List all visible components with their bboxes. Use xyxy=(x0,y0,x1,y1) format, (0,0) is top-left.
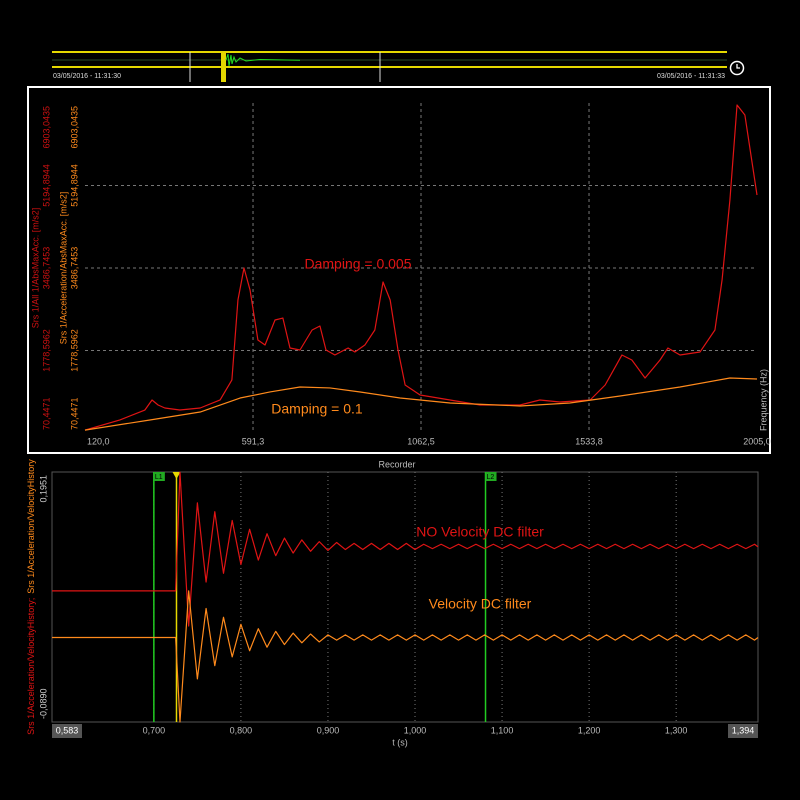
clock-icon[interactable] xyxy=(729,60,745,76)
x-tick-label: 0,700 xyxy=(143,725,166,735)
x-edge-box xyxy=(728,724,758,738)
overview-start: 03/05/2016 - 11:31:30 xyxy=(53,73,121,80)
srs-frame xyxy=(27,86,771,454)
cursor-label: L2 xyxy=(487,474,495,481)
overview-marker xyxy=(221,52,226,82)
annotation: Damping = 0.005 xyxy=(304,256,411,272)
y-tick-label: 3486,7453 xyxy=(69,247,79,290)
x-tick-label: 1,200 xyxy=(578,725,601,735)
y-tick-label: 70,4471 xyxy=(41,397,51,430)
cursor-tag xyxy=(153,472,165,481)
x-tick-label: 1,394 xyxy=(732,725,755,735)
x-tick-label: 591,3 xyxy=(242,436,265,446)
series-line xyxy=(52,471,759,627)
x-tick-label: 1533,8 xyxy=(575,436,603,446)
x-tick-label: 120,0 xyxy=(87,436,110,446)
annotation: NO Velocity DC filter xyxy=(416,524,544,540)
x-tick-label: 1,300 xyxy=(665,725,688,735)
overview-end: 03/05/2016 - 11:31:33 xyxy=(657,73,725,80)
y-tick-label: 3486,7453 xyxy=(41,247,51,290)
x-axis-title: t (s) xyxy=(392,737,408,747)
x-tick-label: 0,900 xyxy=(317,725,340,735)
cursor-tag xyxy=(485,472,497,481)
overview-burst xyxy=(225,53,301,67)
y-tick-label: 0,1951 xyxy=(38,475,48,503)
annotation: Velocity DC filter xyxy=(429,596,532,612)
chart-title: Recorder xyxy=(378,459,415,469)
y-tick-label: 6903,0435 xyxy=(41,106,51,149)
x-edge-box xyxy=(52,724,82,738)
y-tick-label: 5194,8944 xyxy=(41,164,51,207)
x-tick-label: 1062,5 xyxy=(407,436,435,446)
y-tick-label: 1778,5962 xyxy=(69,329,79,372)
cursor-label: L1 xyxy=(155,474,163,481)
x-tick-label: 0,583 xyxy=(56,725,79,735)
y-tick-label: -0,0890 xyxy=(38,688,48,719)
recorder-frame xyxy=(51,471,759,723)
y-tick-label: 1778,5962 xyxy=(41,329,51,372)
y-tick-label: 70,4471 xyxy=(69,397,79,430)
series-line xyxy=(52,590,759,723)
series-line xyxy=(84,377,758,431)
annotation: Damping = 0.1 xyxy=(271,401,363,417)
trigger-marker xyxy=(172,472,181,479)
clock-hands xyxy=(736,64,740,69)
x-axis-title: Frequency (Hz) xyxy=(758,369,768,431)
x-tick-label: 1,000 xyxy=(404,725,427,735)
y-tick-label: 5194,8944 xyxy=(69,164,79,207)
series-line xyxy=(84,104,758,431)
y-axis-title: Srs 1/Acceleration/VelocityHistory; Srs 1… xyxy=(26,459,36,735)
y-axis-title-part: Srs 1/Acceleration/VelocityHistory xyxy=(26,459,36,594)
x-tick-label: 0,800 xyxy=(230,725,253,735)
x-tick-label: 2005,0 xyxy=(743,436,771,446)
y-axis-title-part: Srs 1/Acceleration/VelocityHistory; xyxy=(26,598,36,735)
y-tick-label: 6903,0435 xyxy=(69,106,79,149)
y2-axis-title: Srs 1/Acceleration/AbsMaxAcc. [m/s2] xyxy=(58,192,68,345)
x-tick-label: 1,100 xyxy=(491,725,514,735)
y-axis-title: Srs 1/All 1/AbsMaxAcc. [m/s2] xyxy=(30,208,40,329)
